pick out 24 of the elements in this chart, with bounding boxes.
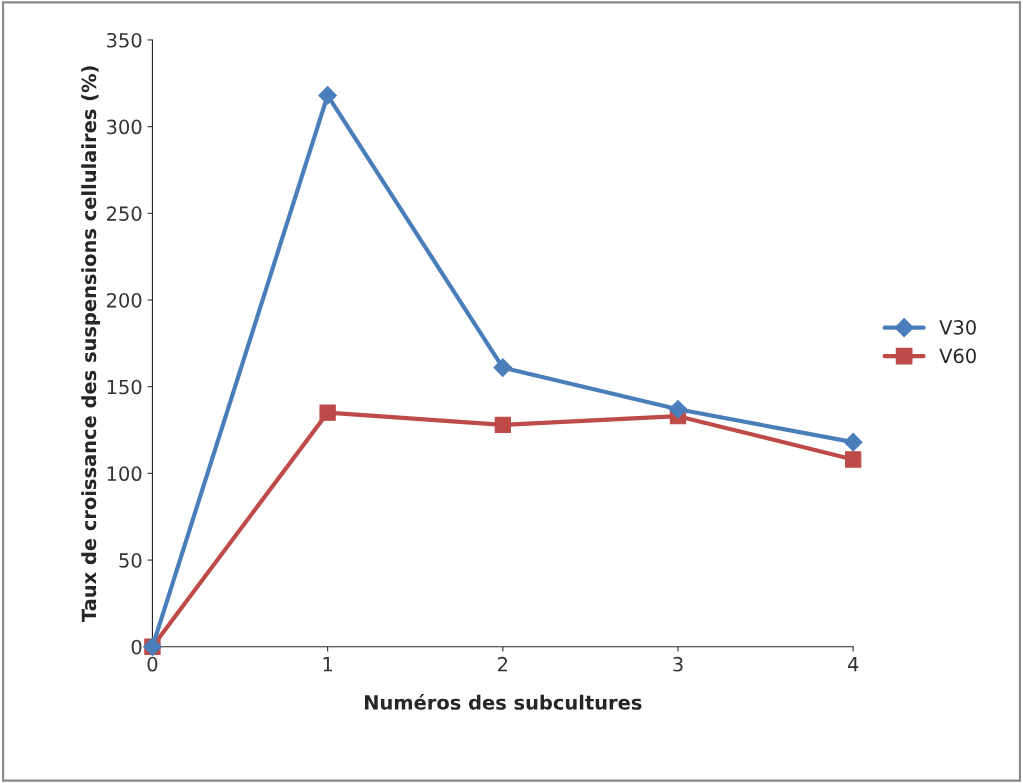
x-tick-label: 2 (498, 656, 508, 672)
point (319, 404, 336, 421)
point (845, 451, 862, 468)
y-tick-label: 50 (119, 553, 142, 568)
y-tick-label: 0 (131, 639, 142, 655)
point (493, 358, 513, 377)
x-tick-label: 3 (673, 656, 683, 672)
legend-label: V60 (939, 348, 976, 364)
x-tick-label: 4 (847, 657, 859, 672)
x-axis-title: Numéros des subcultures (365, 693, 642, 710)
point (318, 86, 337, 105)
y-tick-label: 250 (107, 206, 142, 221)
point (494, 416, 511, 433)
x-tick-label: 0 (147, 656, 158, 672)
y-tick-label: 350 (107, 32, 142, 48)
point (843, 432, 863, 452)
y-tick-label: 100 (107, 466, 142, 482)
point (668, 399, 688, 419)
y-tick-label: 300 (107, 119, 142, 135)
x-tick-label: 1 (323, 657, 333, 672)
legend-label: V30 (939, 320, 976, 335)
y-axis-title: Taux de croissance des suspensions cellulaires (%) (81, 66, 101, 623)
y-tick-label: 150 (107, 379, 142, 395)
y-tick-label: 200 (107, 292, 142, 308)
